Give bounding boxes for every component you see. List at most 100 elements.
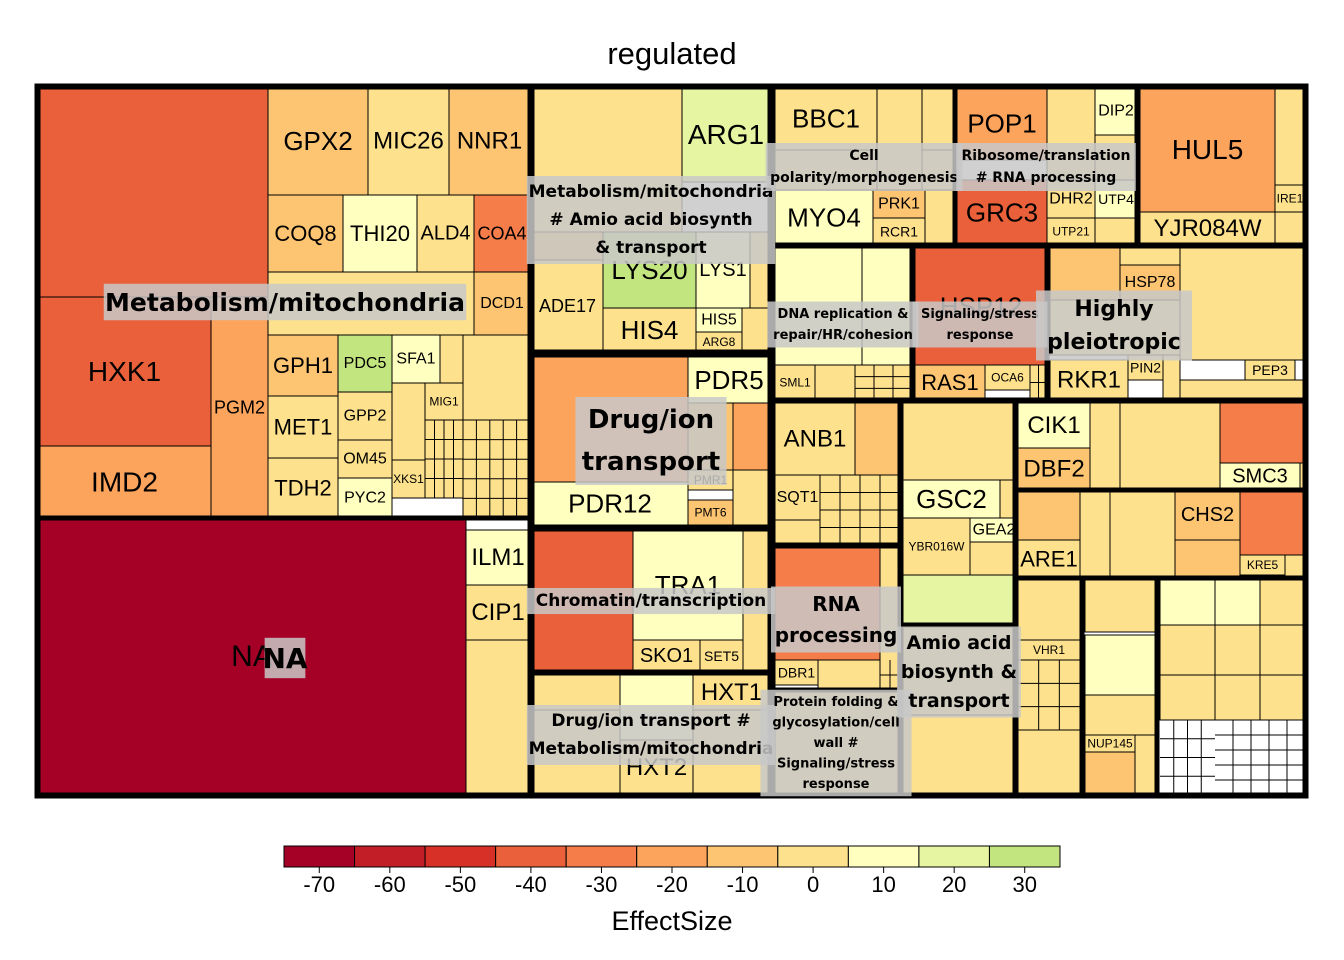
tile-label-dbf2: DBF2 bbox=[1023, 456, 1084, 483]
treemap-tile bbox=[969, 541, 1019, 576]
group-label-background bbox=[771, 586, 901, 653]
treemap-tile bbox=[1259, 674, 1306, 721]
group-label-text: Protein folding & glycosylation/cell wall … bbox=[772, 695, 899, 792]
treemap-tile bbox=[1179, 247, 1306, 361]
tile-sfa1 bbox=[391, 334, 441, 384]
tile-pdr12 bbox=[531, 481, 689, 526]
tile-hxt1 bbox=[692, 674, 771, 711]
treemap-tile bbox=[1162, 354, 1181, 401]
tile-label-grc3: GRC3 bbox=[966, 198, 1038, 228]
tile-label-ras1: RAS1 bbox=[921, 370, 978, 395]
treemap-tile bbox=[1259, 624, 1306, 676]
legend-bin bbox=[424, 845, 497, 868]
tile-label-pmt6: PMT6 bbox=[694, 506, 726, 520]
tile-label-smc3: SMC3 bbox=[1232, 466, 1288, 488]
tile-pdc5 bbox=[337, 334, 393, 393]
legend-tick-label: -70 bbox=[303, 872, 335, 897]
treemap-tile bbox=[1084, 694, 1156, 736]
legend-tick-label: -40 bbox=[515, 872, 547, 897]
tile-label-nup145: NUP145 bbox=[1087, 737, 1133, 751]
group-labels: Metabolism/mitochondria NA Metabolism/mito… bbox=[103, 143, 1193, 797]
tile-smc3 bbox=[1219, 462, 1301, 491]
tile-rkr1 bbox=[1049, 359, 1129, 401]
tile-label-pin2: PIN2 bbox=[1130, 360, 1161, 376]
treemap-tile bbox=[1084, 634, 1156, 696]
tile-label-arg1: ARG1 bbox=[688, 119, 764, 150]
tile-tdh2 bbox=[267, 457, 339, 519]
treemap-tile bbox=[902, 402, 1016, 481]
group-label-background bbox=[264, 637, 306, 679]
tile-label-vhr1: VHR1 bbox=[1033, 643, 1065, 657]
chart-title: regulated bbox=[607, 36, 736, 71]
treemap-tile bbox=[1134, 734, 1156, 796]
group-label-text: Metabolism/mitochondria bbox=[105, 288, 465, 317]
tile-label-cik1: CIK1 bbox=[1027, 412, 1080, 439]
treemap-tile bbox=[814, 364, 856, 401]
treemap-tile bbox=[37, 86, 269, 298]
tile-mic26 bbox=[367, 86, 450, 196]
tile-label-his5: HIS5 bbox=[701, 312, 737, 329]
tile-kre5 bbox=[1239, 554, 1286, 576]
tile-chs2 bbox=[1174, 489, 1241, 541]
tile-gph1 bbox=[267, 334, 339, 397]
tile-label-met1: MET1 bbox=[274, 415, 333, 440]
treemap-tile bbox=[902, 714, 1016, 796]
group-label-background bbox=[912, 301, 1048, 348]
treemap-tile bbox=[465, 639, 531, 796]
tile-label-pep3: PEP3 bbox=[1252, 362, 1288, 378]
tile-label-dhr2: DHR2 bbox=[1049, 191, 1093, 208]
group-label-background bbox=[760, 689, 912, 797]
group-label: Highly pleiotropic bbox=[1035, 290, 1193, 361]
group-label-background bbox=[767, 301, 919, 348]
tile-label-dcd1: DCD1 bbox=[480, 295, 524, 312]
tile-label-set5: SET5 bbox=[704, 648, 739, 664]
group-label-background bbox=[765, 143, 963, 191]
legend-tick-label: 10 bbox=[871, 872, 895, 897]
tile-label-dip2: DIP2 bbox=[1098, 103, 1134, 120]
tile-hxk1 bbox=[37, 296, 212, 447]
legend-tick-label: -30 bbox=[586, 872, 618, 897]
treemap-tile bbox=[854, 364, 913, 401]
tile-label-gpp2: GPP2 bbox=[344, 408, 387, 425]
treemap-tile bbox=[1119, 247, 1181, 266]
tile-label-utp21: UTP21 bbox=[1052, 225, 1090, 239]
tile-label-coq8: COQ8 bbox=[274, 221, 336, 246]
treemap-tile bbox=[439, 334, 464, 384]
tile-label-kre5: KRE5 bbox=[1247, 558, 1279, 572]
treemap-tile bbox=[462, 419, 531, 519]
group-label-background bbox=[1035, 290, 1193, 361]
legend-bin bbox=[354, 845, 426, 868]
tile-pgm2 bbox=[210, 296, 269, 519]
tile-label-rcr1: RCR1 bbox=[880, 224, 918, 240]
legend-ticks: -70 -60 -50 -40 -30 -20 -10 0 10 20 30 bbox=[303, 867, 1037, 897]
group-label: NA bbox=[262, 637, 308, 679]
group-label: Protein folding & glycosylation/cell wall … bbox=[760, 689, 912, 797]
tile-label-cip1: CIP1 bbox=[471, 599, 524, 626]
treemap-tile bbox=[1179, 379, 1306, 401]
tile-cip1 bbox=[465, 584, 531, 641]
group-label-text: RNA processing bbox=[775, 592, 898, 647]
treemap-tile bbox=[1274, 86, 1306, 186]
tile-label-arg8: ARG8 bbox=[703, 335, 736, 349]
group-label-text: Amio acid biosynth & transport bbox=[901, 632, 1017, 712]
tile-label-myo4: MYO4 bbox=[787, 203, 861, 233]
treemap-tile bbox=[391, 382, 426, 461]
tile-tra1 bbox=[632, 529, 744, 641]
legend: -70 -60 -50 -40 -30 -20 -10 0 10 20 30 EffectSize bbox=[283, 845, 1061, 936]
tile-label-dbr1: DBR1 bbox=[778, 665, 816, 681]
tile-nnr1 bbox=[448, 86, 531, 196]
tile-label-sfa1: SFA1 bbox=[396, 351, 435, 368]
tile-label-pdr12: PDR12 bbox=[568, 489, 652, 519]
tile-label-ire1: IRE1 bbox=[1277, 192, 1304, 206]
tile-label-nnr1: NNR1 bbox=[457, 128, 522, 155]
group-label: DNA replication & repair/HR/cohesion bbox=[767, 301, 919, 348]
tile-ybr016w bbox=[902, 517, 971, 576]
tile-ras1 bbox=[914, 364, 986, 401]
group-label-background bbox=[103, 283, 467, 321]
tile-pdr5 bbox=[687, 356, 771, 404]
tile-sml1 bbox=[774, 364, 816, 401]
treemap-tile bbox=[1159, 674, 1216, 721]
treemap-tile bbox=[1017, 659, 1081, 731]
group-label: Cell polarity/morphogenesis bbox=[765, 143, 963, 191]
tile-dip2 bbox=[1094, 86, 1138, 136]
